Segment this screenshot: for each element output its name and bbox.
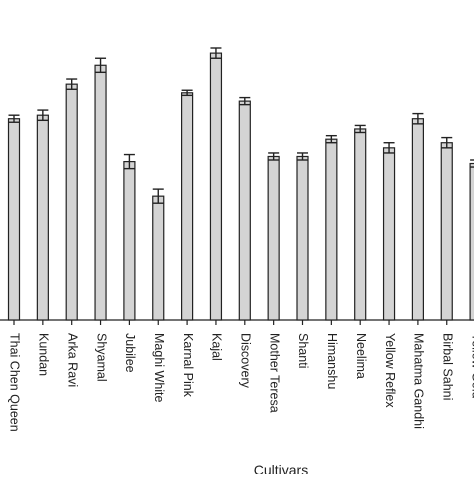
x-tick-label: Shanti <box>296 333 310 368</box>
bar <box>66 84 77 320</box>
x-tick-label: Yellow Reflex <box>383 333 397 408</box>
bar <box>268 156 279 320</box>
x-tick-label: Birbal Sahni <box>440 333 454 400</box>
x-tick-label: Himanshu <box>325 333 339 389</box>
x-tick-labels-layer: Thai Chen Queen Kundan Arka Ravi Shyamal Jub… <box>8 333 474 432</box>
bar <box>9 119 20 320</box>
x-tick-label: Discovery <box>239 333 253 389</box>
x-tick-label: Maghi White <box>152 333 166 403</box>
bar <box>441 143 452 320</box>
x-tick-label: Kajal <box>210 333 224 361</box>
bar <box>124 162 135 320</box>
x-axis-label: Cultivars <box>254 462 308 474</box>
bar <box>95 65 106 320</box>
bar <box>470 164 474 320</box>
x-tick-label: Neelima <box>354 333 368 379</box>
bar <box>153 196 164 320</box>
x-tick-label: Thai Chen Queen <box>8 333 22 432</box>
x-tick-label: Shyamal <box>94 333 108 382</box>
x-tick-label: Karnal Pink <box>181 333 195 398</box>
bar <box>182 93 193 320</box>
x-tick-label: Mother Teresa <box>267 333 281 413</box>
x-tick-label: Yellow Gold <box>469 333 474 399</box>
x-tick-label: Kundan <box>37 333 51 376</box>
bar <box>412 119 423 320</box>
bar <box>239 101 250 320</box>
x-tick-label: Jubilee <box>123 333 137 373</box>
x-tick-label: Arka Ravi <box>65 333 79 387</box>
bar <box>355 129 366 320</box>
bar <box>384 148 395 320</box>
bars-layer <box>9 53 474 320</box>
bar <box>210 53 221 320</box>
x-ticks-layer <box>14 320 474 325</box>
x-tick-label: Mahatma Gandhi <box>412 333 426 429</box>
bar <box>326 139 337 320</box>
bar <box>297 156 308 320</box>
bar <box>37 115 48 320</box>
